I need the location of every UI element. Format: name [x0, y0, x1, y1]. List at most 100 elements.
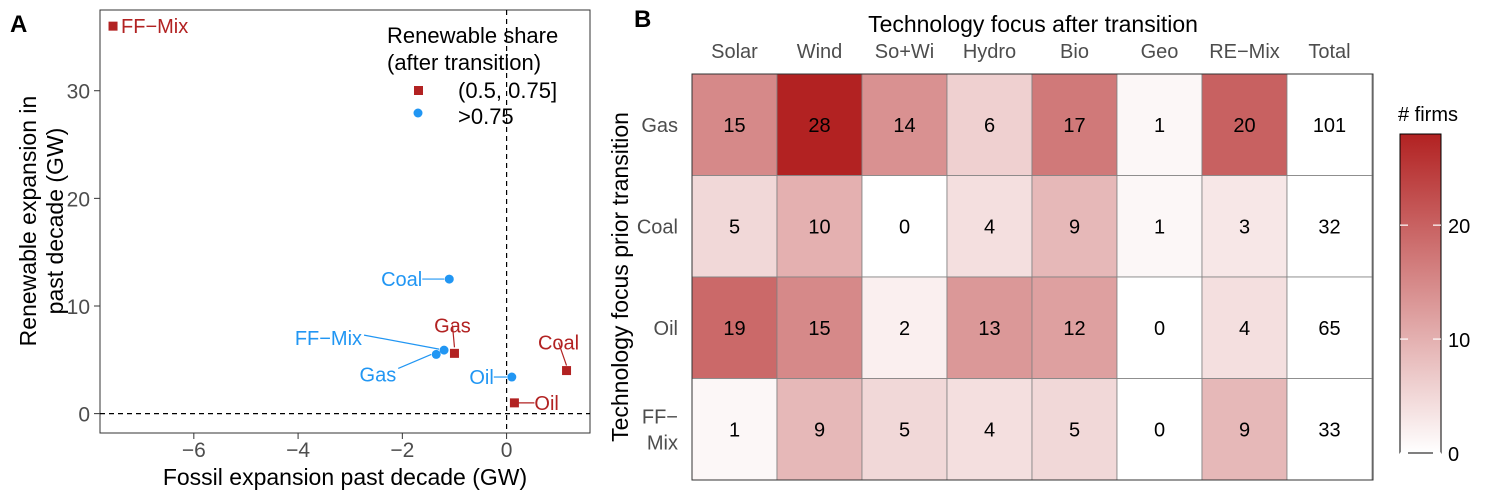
heatmap-row-header: Gas: [641, 115, 678, 137]
scatter-point-label: Oil: [469, 367, 493, 389]
scatter-point-label: FF−Mix: [295, 328, 362, 350]
heatmap-cell-value: 1: [1154, 115, 1165, 137]
scatter-point-circle: [444, 274, 454, 284]
heatmap-row-header: FF−: [642, 406, 678, 428]
scatter-legend: Renewable share (after transition) (0.5,…: [387, 23, 558, 129]
scatter-point-label: FF−Mix: [121, 16, 188, 38]
heatmap-cell: [1031, 73, 1118, 176]
x-tick-label: −2: [390, 439, 414, 462]
heatmap-cell-value: 15: [723, 115, 745, 137]
heatmap: Technology focus after transition Techno…: [607, 11, 1374, 481]
scatter-point-label: Gas: [434, 315, 471, 337]
heatmap-cell-value: 5: [729, 216, 740, 238]
heatmap-cell-value: 9: [1239, 419, 1250, 441]
heatmap-cell: [946, 73, 1033, 176]
colorbar-tick-label: 10: [1448, 330, 1470, 352]
scatter-point-circle: [507, 372, 517, 382]
heatmap-cell-value: 4: [1239, 318, 1250, 340]
y-tick-label: 10: [67, 296, 90, 319]
heatmap-cell: [1116, 378, 1203, 481]
heatmap-cell-value: 0: [899, 216, 910, 238]
heatmap-cell-value: 13: [978, 318, 1000, 340]
point-leader-line: [451, 325, 456, 348]
scatter-y-ticks: 0 10 20 30: [67, 81, 100, 427]
scatter-point-circle: [439, 345, 449, 355]
heatmap-total-cell: [1286, 175, 1373, 278]
heatmap-cell: [776, 175, 863, 278]
heatmap-cell: [1201, 276, 1288, 379]
heatmap-cell-value: 19: [723, 318, 745, 340]
heatmap-cell: [1031, 276, 1118, 379]
heatmap-row-header: Oil: [654, 318, 678, 340]
scatter-y-axis-label-line2: past decade (GW): [42, 128, 68, 315]
y-tick-label: 30: [67, 81, 90, 104]
scatter-point-label: Coal: [538, 333, 579, 355]
heatmap-cell-value: 1: [1154, 216, 1165, 238]
heatmap-cell: [1201, 175, 1288, 278]
point-leader-line: [363, 334, 440, 350]
heatmap-cell: [776, 276, 863, 379]
heatmap-total-cell: [1286, 378, 1373, 481]
heatmap-cell-value: 14: [893, 115, 915, 137]
heatmap-cell-value: 9: [814, 419, 825, 441]
heatmap-cell: [946, 175, 1033, 278]
x-tick-label: −4: [286, 439, 310, 462]
point-leader-line: [557, 342, 568, 366]
heatmap-cell: [1116, 175, 1203, 278]
x-tick-label: 0: [501, 439, 513, 462]
heatmap-column-header: So+Wi: [875, 41, 934, 63]
scatter-point-circle: [431, 349, 441, 359]
legend-label-mid-share: (0.5, 0.75]: [458, 78, 557, 103]
heatmap-row-headers: Gas Coal Oil FF− Mix: [637, 115, 678, 455]
scatter-points: FF−Mix Gas Coal Oil Coal FF−Mix Gas Oil: [108, 16, 579, 415]
heatmap-border: [691, 73, 1374, 481]
colorbar-ticks: 0 10 20: [1400, 216, 1470, 466]
scatter-x-axis-label: Fossil expansion past decade (GW): [163, 464, 527, 490]
heatmap-column-header: Geo: [1141, 41, 1179, 63]
heatmap-cell-value: 0: [1154, 419, 1165, 441]
heatmap-cell: [1201, 378, 1288, 481]
heatmap-column-header: Bio: [1060, 41, 1089, 63]
heatmap-row-header: Coal: [637, 216, 678, 238]
heatmap-cell-value: 10: [808, 216, 830, 238]
heatmap-title: Technology focus after transition: [868, 11, 1198, 37]
colorbar-gradient: [1399, 133, 1442, 454]
heatmap-total-value: 101: [1313, 115, 1346, 137]
scatter-point-square: [509, 398, 519, 408]
heatmap-cell-value: 2: [899, 318, 910, 340]
heatmap-cell-value: 1: [729, 419, 740, 441]
heatmap-cell: [861, 175, 948, 278]
heatmap-cell-value: 5: [1069, 419, 1080, 441]
x-tick-label: −6: [182, 439, 206, 462]
legend-key-circle: [413, 108, 423, 118]
heatmap-cell-value: 12: [1063, 318, 1085, 340]
legend-title-line1: Renewable share: [387, 23, 558, 48]
heatmap-cell: [946, 276, 1033, 379]
heatmap-cell: [861, 276, 948, 379]
heatmap-cell: [1116, 276, 1203, 379]
heatmap-cell-value: 5: [899, 419, 910, 441]
heatmap-cell: [1116, 73, 1203, 176]
heatmap-cell-value: 15: [808, 318, 830, 340]
heatmap-column-header: Wind: [797, 41, 843, 63]
point-leader-line: [397, 353, 432, 369]
heatmap-column-headers: Solar Wind So+Wi Hydro Bio Geo RE−Mix Total: [711, 41, 1350, 63]
heatmap-cell: [946, 378, 1033, 481]
legend-key-square: [414, 86, 423, 95]
heatmap-cell-value: 4: [984, 216, 995, 238]
panel-b-label: B: [634, 6, 651, 33]
y-tick-label: 20: [67, 188, 90, 211]
heatmap-cell-value: 6: [984, 115, 995, 137]
heatmap-cell-value: 17: [1063, 115, 1085, 137]
scatter-reference-lines: [100, 10, 590, 433]
heatmap-total-value: 65: [1318, 318, 1340, 340]
heatmap-column-header: Hydro: [963, 41, 1016, 63]
heatmap-cell: [691, 175, 778, 278]
heatmap-cell: [1201, 73, 1288, 176]
heatmap-cell-value: 28: [808, 115, 830, 137]
scatter-point-label: Oil: [534, 393, 558, 415]
scatter-point-square: [108, 21, 118, 31]
colorbar: # firms 0 10 20: [1398, 104, 1470, 466]
